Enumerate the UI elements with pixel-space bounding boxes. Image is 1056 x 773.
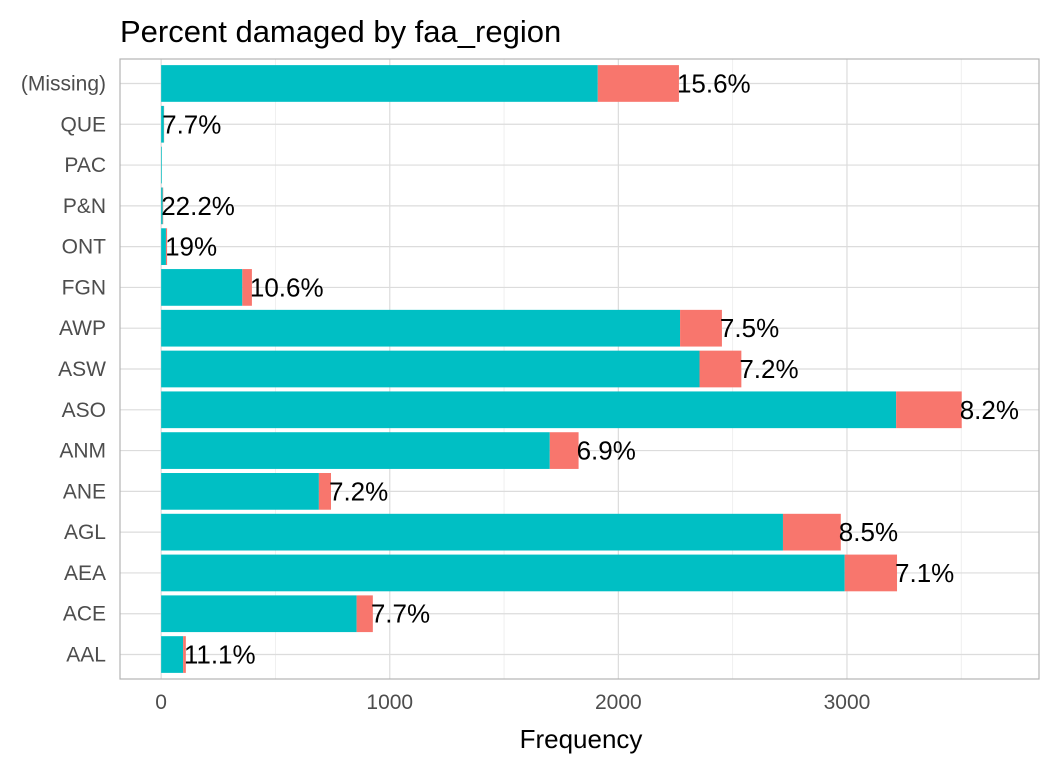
bar-damaged [550,432,579,469]
bar-percent-label: 10.6% [250,272,324,302]
x-tick-label: 3000 [824,691,871,714]
y-tick-label: QUE [60,113,106,136]
bar-undamaged [161,514,783,551]
y-tick-label: ANE [63,480,106,503]
bar-percent-label: 6.9% [577,436,636,466]
bar-undamaged [161,65,598,102]
y-tick-label: PAC [64,154,106,177]
y-tick-label: FGN [62,276,106,299]
x-tick-label: 0 [155,691,167,714]
bar-damaged [896,391,962,428]
bar-undamaged [161,432,550,469]
y-tick-label: ONT [62,236,107,259]
y-tick-label: ANM [59,440,106,463]
bar-percent-label: 8.5% [839,517,898,547]
bar-undamaged [161,391,896,428]
bar-damaged [680,310,722,347]
bar-undamaged [161,555,845,592]
bar-damaged [700,351,742,388]
bar-damaged [783,514,841,551]
bar-percent-label: 7.2% [739,354,798,384]
bar-undamaged [161,269,242,306]
bar-percent-label: 7.7% [371,599,430,629]
bar-percent-label: 7.2% [329,476,388,506]
bar-percent-label: 15.6% [677,68,751,98]
y-tick-label: AGL [64,521,106,544]
bar-percent-label: 11.1% [184,640,256,670]
bar-percent-label: 7.5% [720,313,779,343]
bar-percent-label: 19% [165,232,217,262]
bar-percent-label: 8.2% [960,395,1019,425]
bar-undamaged [161,351,699,388]
bar-damaged [598,65,679,102]
bar-undamaged [161,636,183,673]
y-tick-label: ACE [63,603,106,626]
x-tick-label: 1000 [366,691,413,714]
y-axis-ticks: (Missing) QUE PAC P&N ONT FGN AWP ASW ASO ANM ANE A… [21,72,106,666]
bar-undamaged [161,595,356,632]
chart-title: Percent damaged by faa_region [120,14,561,49]
y-tick-label: P&N [63,195,106,218]
bar-percent-label: 7.1% [895,558,954,588]
x-axis-ticks: 0 1000 2000 3000 [155,691,870,714]
y-tick-label: ASW [58,358,106,381]
y-tick-label: (Missing) [21,72,106,95]
bar-percent-label: 7.7% [162,109,221,139]
bar-undamaged [161,147,162,184]
y-tick-label: AAL [66,644,106,667]
x-tick-label: 2000 [595,691,642,714]
y-tick-label: AEA [64,562,106,585]
bar-undamaged [161,310,680,347]
bar-damaged [845,555,897,592]
y-tick-label: AWP [59,317,106,340]
x-axis-title: Frequency [520,724,643,754]
bar-undamaged [161,473,319,510]
bar-percent-label: 22.2% [161,191,235,221]
y-tick-label: ASO [62,399,106,422]
